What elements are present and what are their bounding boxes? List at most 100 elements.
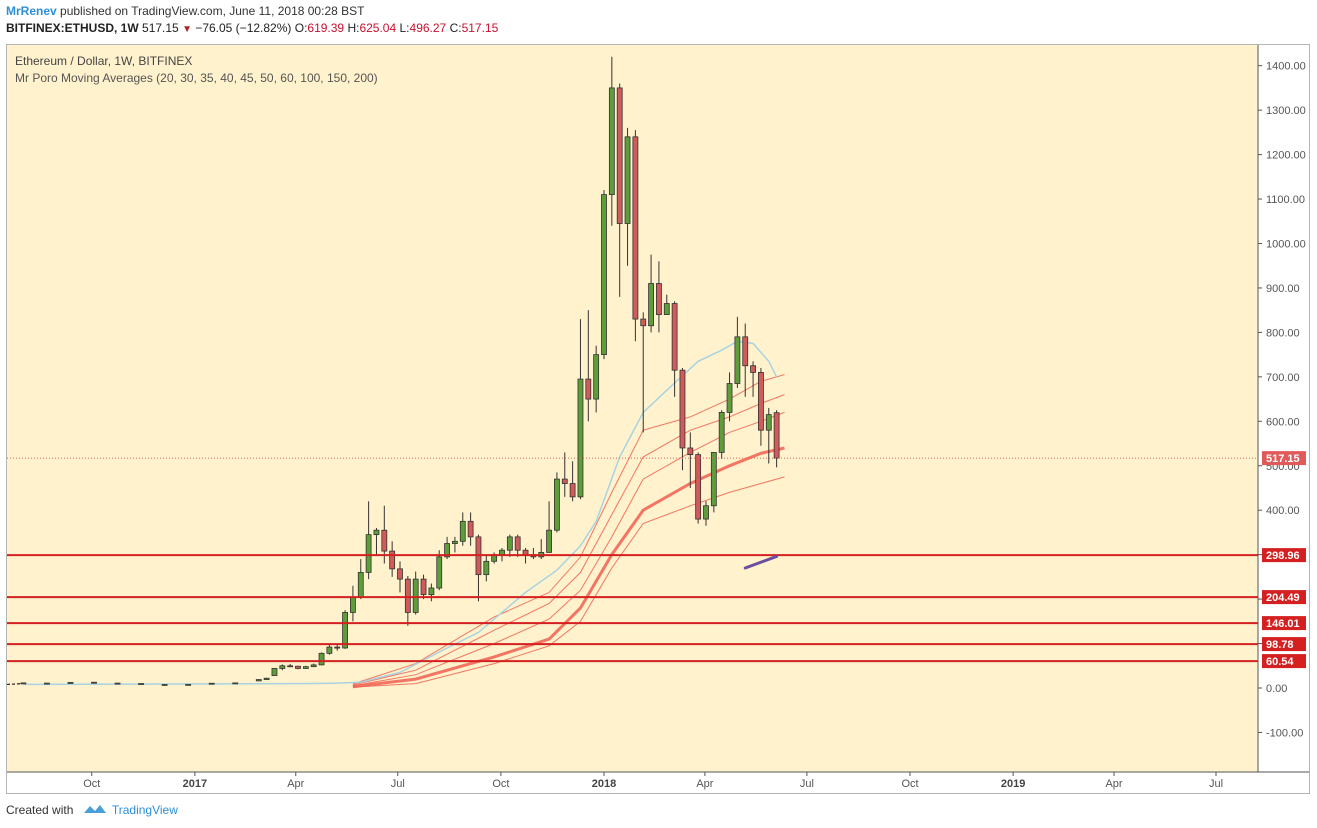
candle-body: [499, 549, 505, 556]
candle-body: [185, 683, 192, 686]
y-tick-label: 800.00: [1266, 327, 1300, 339]
y-tick-label: 400.00: [1266, 505, 1300, 517]
candle-body: [632, 136, 639, 320]
legend-title: Ethereum / Dollar, 1W, BITFINEX: [15, 54, 192, 68]
y-tick-label: 1100.00: [1266, 194, 1305, 206]
chart-canvas[interactable]: Ethereum / Dollar, 1W, BITFINEX Mr Poro M…: [7, 45, 1309, 793]
last-price-label: 517.15: [1266, 453, 1300, 465]
candle-body: [161, 684, 168, 686]
ma-slow-line: [352, 411, 785, 687]
candle-body: [648, 283, 654, 327]
candle-body: [357, 572, 364, 598]
history-line: [7, 682, 24, 686]
high-label: H:: [347, 21, 360, 35]
y-tick-label: 1300.00: [1266, 105, 1306, 117]
y-tick-label: -100.00: [1266, 727, 1303, 739]
x-tick-label: Oct: [492, 778, 509, 790]
last-price: 517.15: [142, 21, 179, 35]
candle-body: [91, 681, 97, 684]
ma-slow-line: [352, 374, 785, 685]
open-value: 619.39: [307, 21, 345, 35]
candle-body: [601, 194, 607, 356]
candle-body: [546, 529, 552, 553]
candle-body: [279, 665, 286, 669]
candle-body: [20, 682, 27, 685]
candle-body: [318, 652, 325, 666]
candle-body: [444, 543, 450, 558]
candle-body: [577, 378, 584, 498]
publish-line: MrRenev published on TradingView.com, Ju…: [6, 4, 364, 18]
tradingview-logo-icon: [83, 805, 106, 813]
candle-body: [758, 372, 764, 431]
time-axis: [7, 772, 1309, 793]
candle-body: [138, 683, 144, 685]
support-level-tag: [1262, 637, 1306, 652]
footer: Created with TradingView: [6, 802, 178, 817]
support-level-tag: [1262, 590, 1306, 605]
support-level-tag: [1262, 548, 1306, 563]
y-tick-label: 1000.00: [1266, 239, 1306, 251]
candle-body: [695, 454, 702, 520]
candle-body: [342, 612, 348, 649]
y-tick-label: 0.00: [1266, 683, 1287, 695]
candle-body: [671, 303, 678, 371]
trend-annotation: [743, 554, 779, 570]
y-tick-label: 600.00: [1266, 416, 1300, 428]
candle-body: [585, 378, 592, 400]
candle-body: [663, 303, 670, 316]
candle-body: [459, 520, 466, 542]
candle-body: [114, 682, 121, 685]
candle-body: [679, 369, 686, 449]
candle-body: [381, 529, 388, 552]
candle-body: [350, 596, 356, 613]
created-with-label: Created with: [6, 803, 74, 817]
candle-body: [742, 336, 749, 367]
candle-body: [397, 568, 403, 580]
candle-body: [640, 318, 647, 327]
symbol-line: BITFINEX:ETHUSD, 1W 517.15 ▼ −76.05 (−12…: [6, 21, 498, 35]
support-level-tag: [1262, 616, 1306, 631]
candle-body: [703, 505, 709, 520]
y-tick-label: 1200.00: [1266, 150, 1306, 162]
tradingview-link[interactable]: TradingView: [111, 803, 178, 817]
candle-body: [295, 665, 301, 669]
candle-body: [656, 283, 662, 316]
candle-body: [334, 646, 341, 649]
high-value: 625.04: [359, 21, 397, 35]
x-tick-label: 2019: [1001, 778, 1025, 790]
author-link[interactable]: MrRenev: [6, 4, 57, 18]
candle-body: [569, 483, 576, 498]
y-tick-label: 900.00: [1266, 283, 1300, 295]
candle-body: [506, 536, 513, 551]
x-tick-label: 2018: [592, 778, 616, 790]
support-level-label: 98.78: [1266, 639, 1294, 651]
y-tick-label: 1400.00: [1266, 61, 1306, 73]
chart-frame[interactable]: Ethereum / Dollar, 1W, BITFINEX Mr Poro M…: [6, 44, 1310, 794]
candle-body: [263, 677, 270, 680]
candle-body: [718, 412, 725, 453]
candle-body: [734, 336, 741, 384]
candle-body: [44, 682, 50, 685]
x-tick-label: Apr: [696, 778, 713, 790]
candle-body: [514, 536, 521, 551]
candle-body: [624, 136, 631, 224]
candle-body: [773, 412, 780, 459]
publish-header: MrRenev published on TradingView.com, Ju…: [0, 0, 1317, 44]
candle-body: [420, 578, 427, 596]
open-label: O:: [294, 21, 308, 35]
y-tick-label: 700.00: [1266, 372, 1300, 384]
candle-body: [483, 560, 490, 576]
candle-body: [554, 478, 560, 531]
candle-body: [608, 87, 615, 196]
candle-body: [232, 682, 239, 685]
support-level-tag: [1262, 654, 1306, 669]
candle-body: [616, 87, 623, 224]
change-value: −76.05 (−12.82%): [195, 21, 292, 35]
low-value: 496.27: [409, 21, 447, 35]
candle-body: [404, 578, 411, 613]
candle-body: [310, 664, 317, 668]
candle-body: [255, 679, 262, 682]
candle-body: [750, 365, 756, 373]
x-tick-label: Jul: [1209, 778, 1223, 790]
candle-body: [302, 666, 309, 669]
